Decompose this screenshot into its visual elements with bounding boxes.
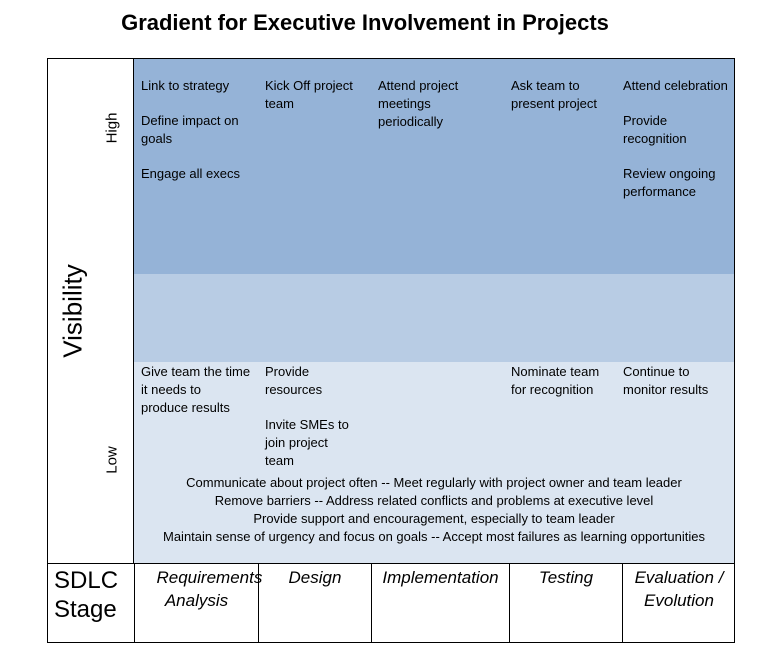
activity-text: Attend celebration xyxy=(623,78,728,93)
activity-text: Provide recognition xyxy=(623,113,687,146)
activity-line: Remove barriers -- Address related confl… xyxy=(214,493,654,508)
activity-text: Define impact on goals xyxy=(141,113,239,146)
stage-label: Testing xyxy=(538,568,594,587)
activity-text: Review ongoing performance xyxy=(623,166,716,199)
activity-line: Communicate about project often -- Meet … xyxy=(186,475,682,490)
diagram-frame xyxy=(47,58,735,643)
high-cell-design: Kick Off project team xyxy=(265,77,365,130)
low-cell-requirements: Give team the time it needs to produce r… xyxy=(141,363,251,434)
high-cell-requirements: Link to strategy Define impact on goals … xyxy=(141,77,251,200)
stage-implementation: Implementation xyxy=(371,563,509,643)
activity-text: Engage all execs xyxy=(141,166,241,181)
low-cell-evaluation: Continue to monitor results xyxy=(623,363,728,416)
stage-label: Design xyxy=(288,568,342,587)
high-cell-testing: Ask team to present project xyxy=(511,77,616,130)
sdlc-stage-label: SDLC Stage xyxy=(54,566,118,624)
activity-text: Continue to monitor results xyxy=(623,364,709,397)
activity-text: Give team the time it needs to produce r… xyxy=(141,364,251,415)
visibility-axis-column xyxy=(47,58,134,563)
all-stage-activities: Communicate about project often -- Meet … xyxy=(134,474,734,546)
activity-text: Provide resources xyxy=(265,364,323,397)
stage-label: Evaluation / Evolution xyxy=(634,568,724,610)
activity-text: Link to strategy xyxy=(141,78,230,93)
activity-line: Maintain sense of urgency and focus on g… xyxy=(163,529,705,544)
stage-label: Implementation xyxy=(382,568,499,587)
low-cell-design: Provide resources Invite SMEs to join pr… xyxy=(265,363,360,487)
low-label: Low xyxy=(103,446,121,474)
sdlc-label-line: SDLC xyxy=(54,567,119,594)
high-visibility-band xyxy=(134,58,734,274)
activity-line: Provide support and encouragement, espec… xyxy=(253,511,615,526)
low-visibility-band xyxy=(134,362,734,563)
high-cell-implementation: Attend project meetings periodically xyxy=(378,77,478,148)
sdlc-stage-row xyxy=(47,563,735,643)
activity-text: Ask team to present project xyxy=(511,78,597,111)
activity-text: Nominate team for recognition xyxy=(511,364,600,397)
stage-testing: Testing xyxy=(509,563,622,643)
diagram-title: Gradient for Executive Involvement in Pr… xyxy=(121,10,609,35)
activity-text: Kick Off project team xyxy=(265,78,353,111)
activity-text: Invite SMEs to join project team xyxy=(265,417,349,468)
stage-design: Design xyxy=(258,563,371,643)
stage-requirements-analysis: Requirements Analysis xyxy=(134,563,263,643)
visibility-axis-label: Visibility xyxy=(57,264,88,358)
high-label: High xyxy=(103,112,121,144)
sdlc-label-line: Stage xyxy=(54,596,117,623)
high-cell-evaluation: Attend celebration Provide recognition R… xyxy=(623,77,728,218)
stage-label: Requirements Analysis xyxy=(156,568,263,610)
stage-evaluation-evolution: Evaluation / Evolution xyxy=(622,563,735,643)
low-cell-testing: Nominate team for recognition xyxy=(511,363,616,416)
mid-visibility-band xyxy=(134,274,734,362)
activity-text: Attend project meetings periodically xyxy=(378,78,459,129)
